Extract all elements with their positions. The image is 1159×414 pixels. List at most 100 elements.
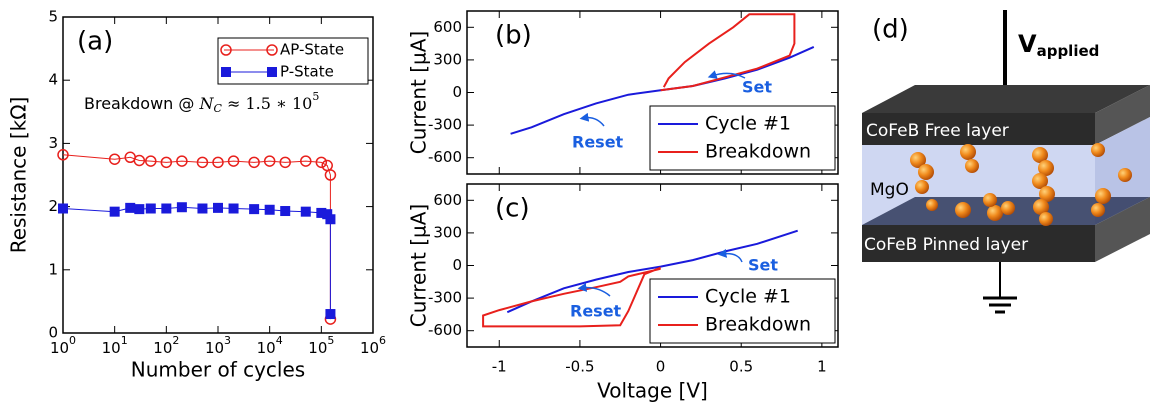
marker: [249, 204, 260, 215]
marker: [108, 153, 121, 165]
y-axis-title: Current [µA]: [407, 31, 431, 155]
marker: [176, 155, 188, 167]
marker: [212, 156, 224, 169]
annotation-text: Breakdown @: [84, 94, 199, 113]
y-axis-title: Current [µA]: [407, 204, 431, 328]
marker: [300, 155, 312, 167]
y-tick-label: -600: [428, 148, 462, 166]
legend-marker: [220, 44, 232, 56]
y-tick-label: 3: [48, 134, 58, 152]
y-tick-label: 300: [433, 50, 462, 68]
series-line: [506, 229, 799, 314]
legend-label: Breakdown: [705, 314, 811, 336]
y-tick-label: 300: [433, 223, 462, 241]
annotation-symbol: N: [198, 94, 214, 113]
legend-label: P-State: [280, 63, 334, 81]
marker: [145, 203, 156, 214]
pinned-side: [1095, 197, 1150, 262]
annotation: Set: [742, 78, 772, 97]
marker: [264, 204, 275, 215]
x-tick-base: 10: [50, 339, 69, 357]
legend-label: Cycle #1: [705, 113, 791, 135]
legend-box: [649, 105, 836, 171]
x-tick-exponent: 6: [379, 334, 386, 347]
x-tick-label: -0.5: [565, 358, 594, 376]
y-tick-label: 1: [48, 260, 58, 278]
marker: [248, 156, 260, 169]
voltage-label: Vapplied: [1018, 30, 1099, 60]
x-tick-exponent: 3: [224, 334, 231, 347]
marker: [57, 149, 69, 161]
marker: [109, 206, 120, 217]
marker: [325, 309, 336, 320]
marker: [280, 206, 291, 217]
marker: [279, 156, 291, 169]
panel-label: (b): [495, 21, 532, 51]
legend-marker: [221, 67, 231, 77]
marker: [196, 156, 209, 169]
x-tick-label: 1: [817, 358, 827, 376]
y-axis-title: Resistance [kΩ]: [7, 97, 31, 254]
marker: [160, 156, 173, 169]
annotation: Reset: [570, 302, 622, 321]
annotation-arrow: [577, 282, 611, 297]
x-tick-label: -1: [492, 358, 507, 376]
y-tick-label: 600: [433, 18, 462, 36]
x-tick-label: 104: [257, 334, 283, 357]
legend-label: Breakdown: [705, 141, 811, 163]
x-tick-base: 10: [153, 339, 172, 357]
panel-label: (d): [872, 15, 909, 45]
marker: [145, 155, 157, 167]
x-tick-exponent: 4: [276, 334, 283, 347]
x-tick-base: 10: [308, 339, 327, 357]
filaments: [910, 143, 1132, 226]
marker: [125, 202, 136, 213]
annotation: Set: [748, 256, 778, 275]
marker: [213, 202, 223, 213]
x-tick-base: 10: [360, 339, 379, 357]
marker: [263, 155, 276, 167]
annotation-relation: ≈ 1.5 ∗ 10: [222, 94, 312, 113]
pinned-layer: [862, 225, 1095, 262]
y-tick-label: 5: [48, 8, 58, 26]
y-tick-label: 0: [452, 256, 462, 274]
x-axis-title: Number of cycles: [131, 358, 305, 382]
annotation-arrow: [717, 248, 743, 263]
marker: [228, 203, 239, 214]
x-tick-label: 0.5: [729, 358, 753, 376]
x-tick-exponent: 1: [121, 334, 128, 347]
marker: [316, 207, 327, 218]
marker: [324, 169, 337, 181]
marker: [227, 155, 240, 167]
panel-label: (a): [77, 27, 113, 57]
layer-label: CoFeB Pinned layer: [864, 235, 1028, 255]
marker: [58, 203, 68, 214]
x-tick-label: 102: [153, 334, 179, 357]
legend-label: Cycle #1: [705, 286, 791, 308]
annotation-arrow: [707, 70, 746, 79]
legend-box: [217, 37, 369, 85]
marker: [315, 156, 328, 169]
voltage-subscript: applied: [1037, 42, 1100, 60]
legend-marker: [266, 44, 278, 56]
y-tick-label: -300: [428, 289, 462, 307]
y-tick-label: 600: [433, 191, 462, 209]
free-side: [1095, 85, 1150, 145]
legend-marker: [267, 67, 277, 77]
x-tick-label: 101: [102, 334, 128, 357]
marker: [322, 209, 333, 220]
legend-box: [649, 278, 836, 344]
annotation: Reset: [572, 133, 624, 152]
marker: [197, 203, 208, 214]
y-tick-label: 0: [452, 83, 462, 101]
x-tick-label: 103: [205, 334, 231, 357]
device-diagram: (d) Vapplied CoFeB Free layer MgO CoFeB …: [862, 10, 1150, 314]
x-tick-exponent: 5: [327, 334, 334, 347]
top-face: [862, 85, 1150, 113]
x-tick-base: 10: [257, 339, 276, 357]
layer-label: MgO: [870, 180, 909, 200]
marker: [161, 203, 172, 214]
marker: [325, 214, 336, 225]
series-line: [482, 266, 661, 328]
